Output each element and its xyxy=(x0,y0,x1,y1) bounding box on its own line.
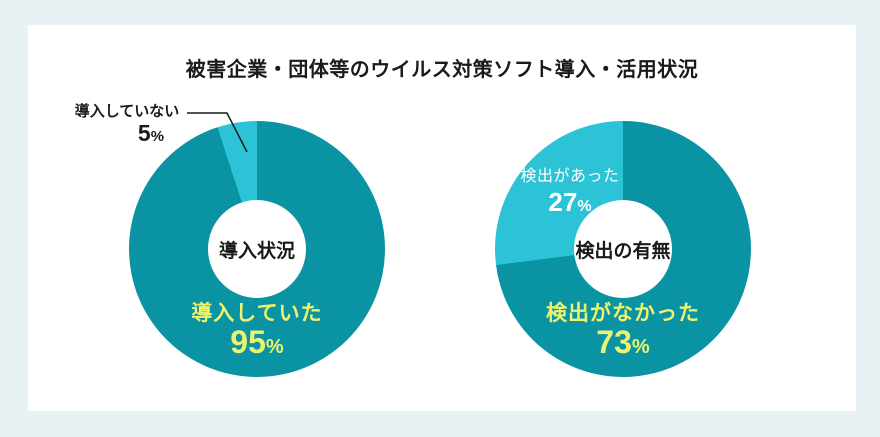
slice-label-not-detected: 検出がなかった 73% xyxy=(495,301,751,360)
not-introduced-percent-number: 5 xyxy=(137,120,151,146)
slice-label-not-introduced: 導入していない 5% xyxy=(68,103,186,146)
not-detected-percent-sign: % xyxy=(631,336,650,359)
donut-chart-detection-status: 検出の有無 検出があった 27% 検出がなかった 73% xyxy=(495,121,751,377)
introduced-percent-number: 95 xyxy=(230,324,266,361)
slice-label-not-introduced-value: 5% xyxy=(68,120,186,146)
detected-percent-number: 27 xyxy=(548,186,578,217)
not-detected-percent-number: 73 xyxy=(596,324,632,361)
introduced-percent-sign: % xyxy=(265,336,284,359)
slice-label-introduced-text: 導入していた xyxy=(191,302,323,325)
slice-label-not-introduced-text: 導入していない xyxy=(74,103,180,120)
slice-label-detected-text: 検出があった xyxy=(520,168,620,185)
detected-percent-sign: % xyxy=(577,197,592,215)
slice-label-detected: 検出があった 27% xyxy=(505,167,635,216)
donut-chart-introduction-status: 導入状況 導入していた 95% xyxy=(129,121,385,377)
donut-center-label-introduction: 導入状況 xyxy=(218,240,295,262)
donut-hole: 導入状況 xyxy=(208,200,306,298)
slice-label-introduced: 導入していた 95% xyxy=(129,301,385,360)
donut-hole: 検出の有無 xyxy=(574,200,672,298)
donut-center-label-detection: 検出の有無 xyxy=(575,240,671,262)
chart-card: 被害企業・団体等のウイルス対策ソフト導入・活用状況 導入状況 導入していた 95… xyxy=(28,25,856,411)
slice-label-not-detected-text: 検出がなかった xyxy=(546,302,700,325)
not-introduced-percent-sign: % xyxy=(150,128,165,145)
slice-label-detected-value: 27% xyxy=(505,186,635,217)
slice-label-not-detected-value: 73% xyxy=(495,324,751,361)
slice-label-introduced-value: 95% xyxy=(129,324,385,361)
chart-title: 被害企業・団体等のウイルス対策ソフト導入・活用状況 xyxy=(185,59,699,81)
